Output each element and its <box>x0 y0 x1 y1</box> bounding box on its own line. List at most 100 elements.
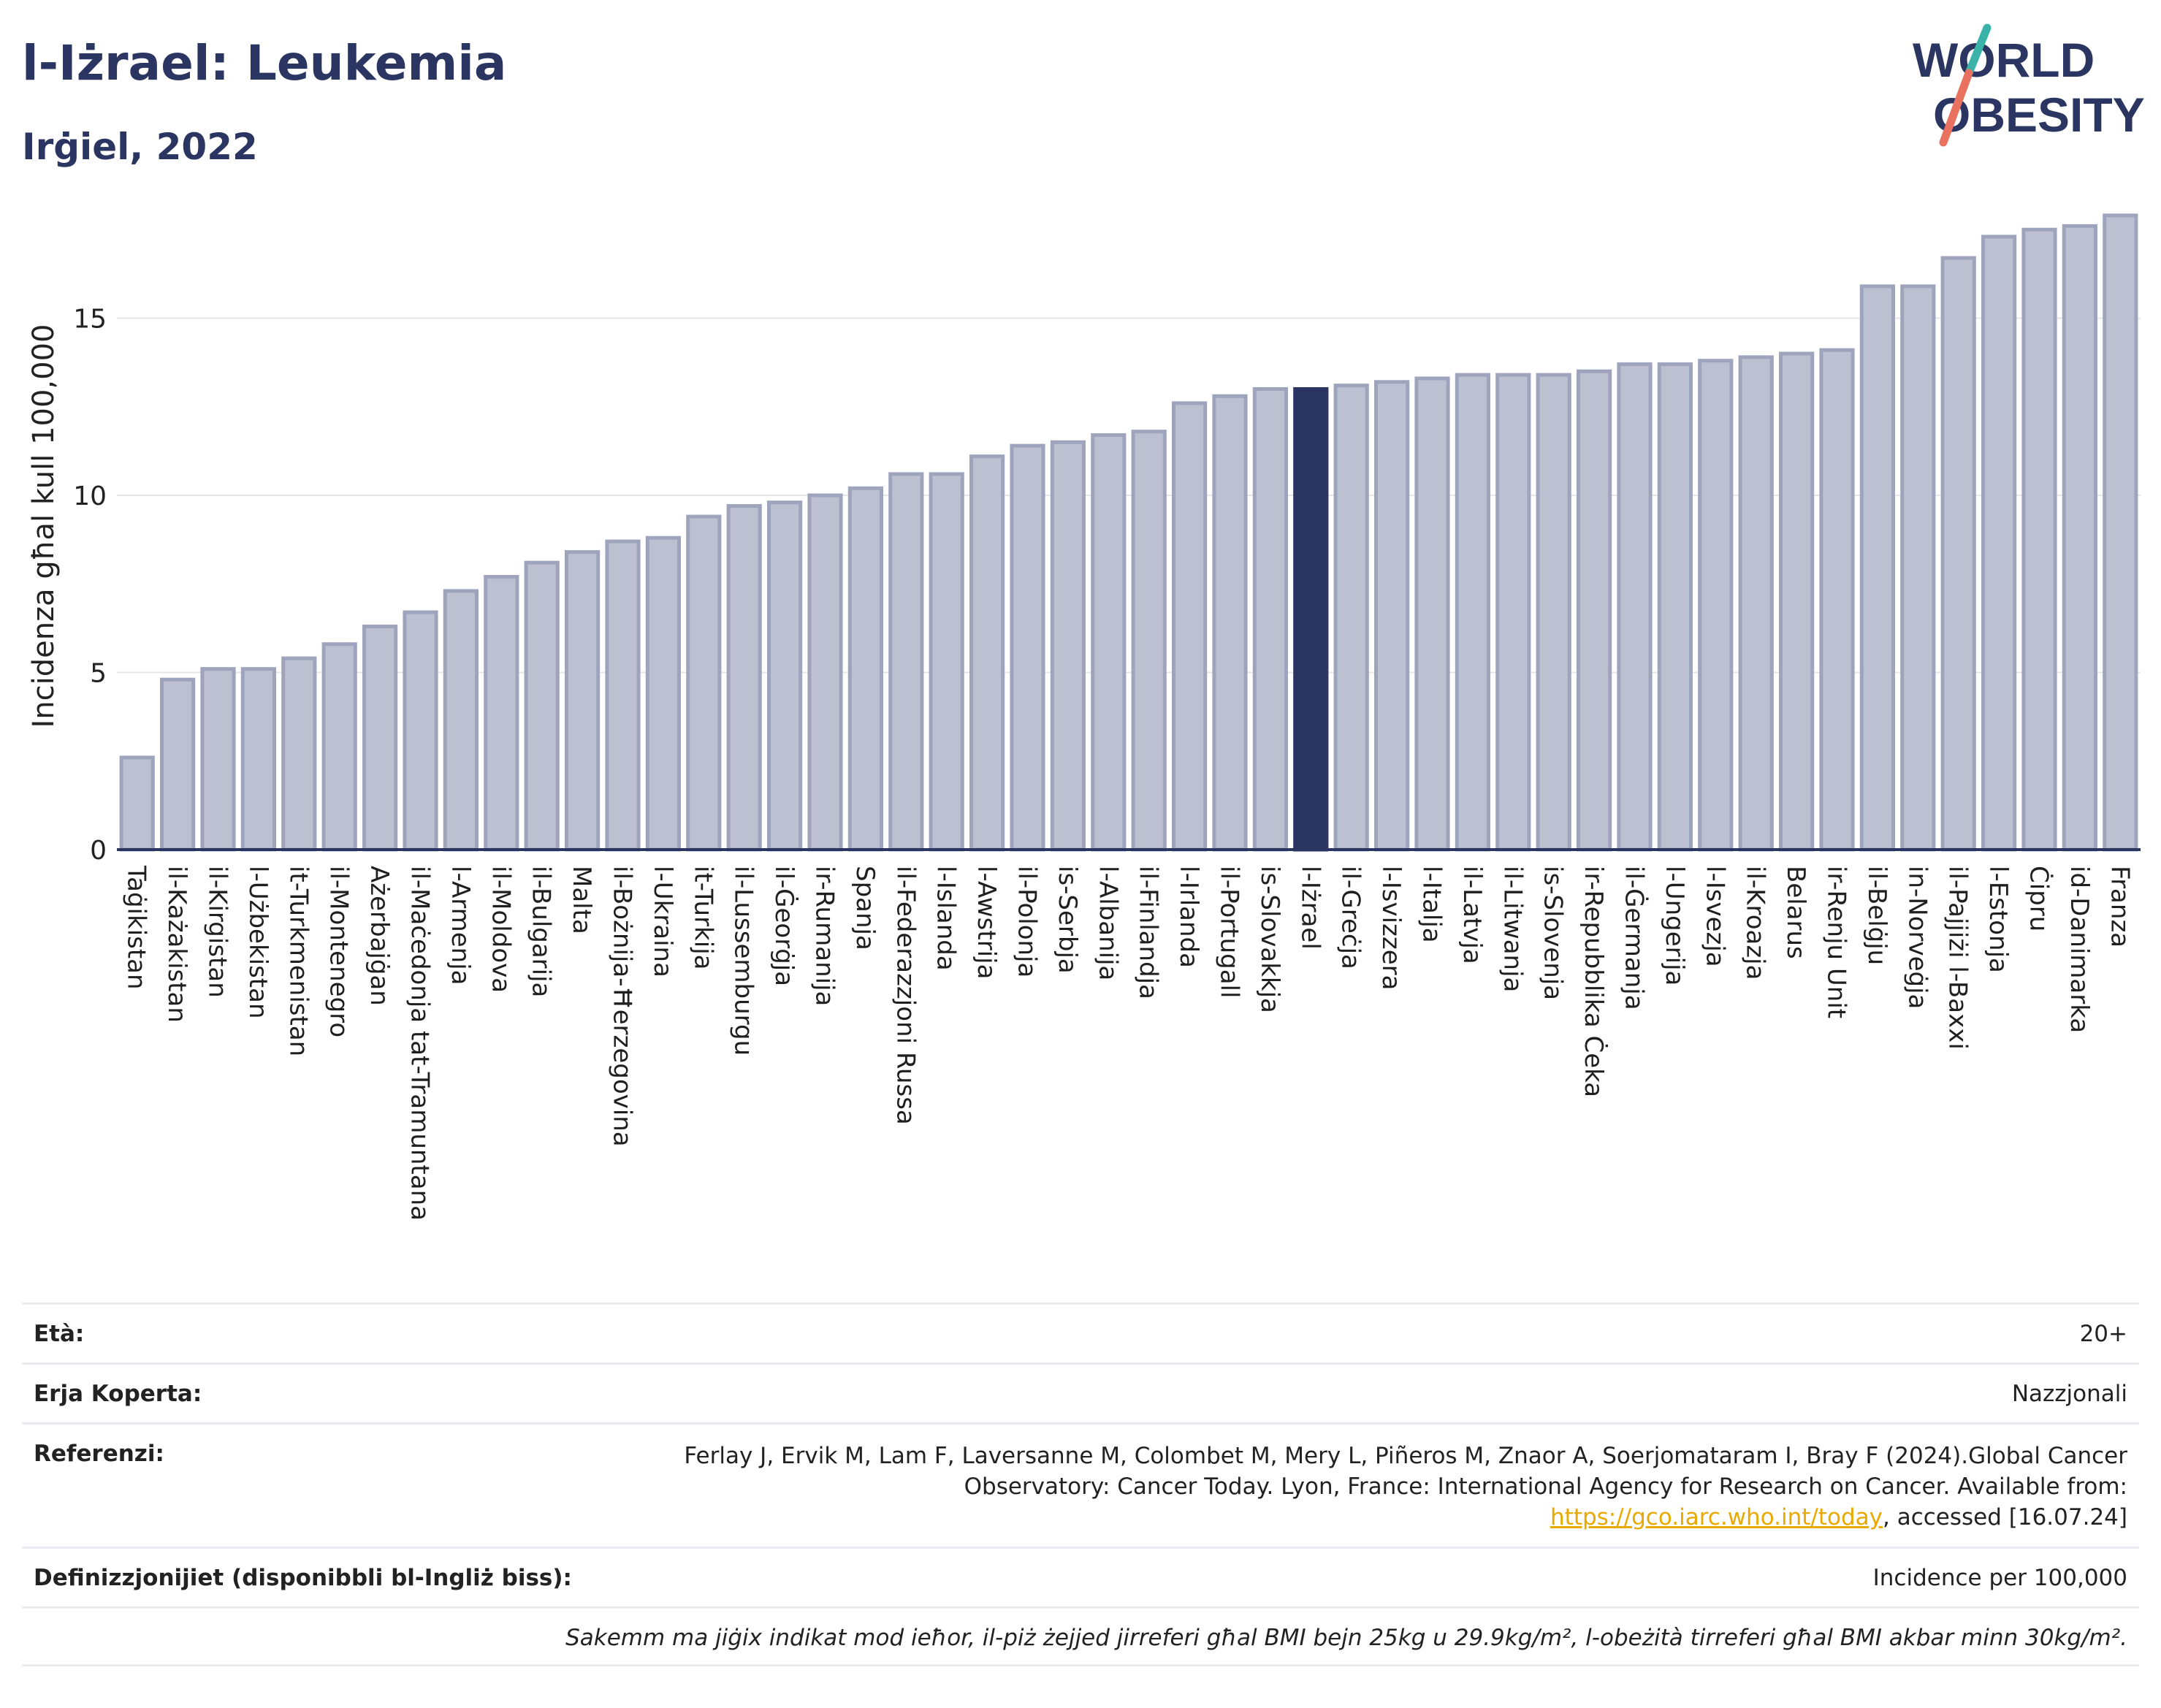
x-tick-label: il-Polonja <box>1013 866 1042 977</box>
bar <box>969 454 1005 852</box>
bar <box>1576 369 1612 852</box>
bar-chart: 0 5 10 15 Taġikistan il-Każakistan il-Kirgista… <box>73 213 2141 1221</box>
bar <box>524 560 560 852</box>
bar <box>281 656 317 852</box>
bar <box>1252 387 1289 852</box>
y-tick-label: 5 <box>90 659 107 689</box>
bar <box>1657 362 1693 852</box>
x-tick-label: il-Każakistan <box>162 866 191 1023</box>
bar <box>605 539 641 852</box>
x-tick-label: in-Norveġja <box>1902 866 1932 1009</box>
x-tick-label: Taġikistan <box>122 865 151 990</box>
x-tick-label: il-Federazzjoni Russa <box>891 866 920 1125</box>
chart-subtitle: Irġiel, 2022 <box>22 126 258 168</box>
x-tick-label: l-Irlanda <box>1174 866 1203 968</box>
x-tick-label: il-Finlandja <box>1134 866 1163 999</box>
x-tick-label: il-Montenegro <box>324 866 354 1037</box>
x-tick-label: il-Bulgarija <box>527 866 556 997</box>
bar <box>686 514 722 852</box>
x-tick-label: Ażerbajġan <box>365 866 394 1006</box>
x-tick-label: l-Isvezja <box>1700 866 1729 967</box>
bar <box>564 550 601 852</box>
x-tick-label: il-Lussemburgu <box>729 866 758 1056</box>
definitions-row: Definizzjonijiet (disponibbli bl-Ingliż … <box>22 1547 2139 1606</box>
x-tick-label: il-Maċedonja tat-Tramuntana <box>405 866 435 1221</box>
y-tick-label: 0 <box>90 836 107 866</box>
references-suffix: , accessed [16.07.24] <box>1882 1504 2127 1530</box>
x-tick-label: is-Slovakkja <box>1255 866 1284 1013</box>
x-tick-label: id-Danimarka <box>2065 866 2094 1033</box>
coverage-label: Erja Koperta: <box>34 1381 202 1407</box>
x-tick-label: ir-Repubblika Ċeka <box>1579 866 1609 1097</box>
coverage-row: Erja Koperta: Nazzjonali <box>22 1362 2139 1422</box>
age-row: Età: 20+ <box>22 1303 2139 1362</box>
bar <box>1010 443 1045 852</box>
x-tick-label: l-Italja <box>1417 866 1447 943</box>
x-tick-label: il-Portugall <box>1215 866 1244 998</box>
bar <box>240 667 277 852</box>
bar <box>1617 362 1653 852</box>
bar <box>1778 351 1815 852</box>
bar <box>1536 373 1571 852</box>
footnote: Sakemm ma jiġix indikat mod ieħor, il-pi… <box>565 1625 2127 1651</box>
bar <box>1373 380 1410 852</box>
references-link[interactable]: https://gco.iarc.who.int/today <box>1550 1504 1883 1530</box>
logo-slash-teal <box>1964 23 1992 77</box>
bar <box>1171 401 1208 852</box>
bar <box>362 624 398 852</box>
bar <box>119 755 155 852</box>
bar <box>807 493 843 852</box>
x-tick-label: il-Pajjiżi l-Baxxi <box>1943 866 1973 1050</box>
bar <box>1698 359 1734 852</box>
bar <box>1293 387 1329 852</box>
bar <box>321 642 357 852</box>
bar <box>847 486 884 852</box>
logo-text-obesity: OBESITY <box>1933 88 2145 142</box>
x-tick-label: l-Estonja <box>1983 866 2013 973</box>
x-tick-label: it-Turkija <box>688 866 717 969</box>
references-text: Ferlay J, Ervik M, Lam F, Laversanne M, … <box>684 1443 2127 1500</box>
y-tick-label: 15 <box>73 305 107 335</box>
bar <box>1900 284 1936 852</box>
x-tick-label: il-Kirgistan <box>203 866 232 998</box>
bar <box>484 575 519 852</box>
x-tick-label: is-Serbja <box>1053 866 1082 974</box>
bar <box>726 504 762 852</box>
definitions-value: Incidence per 100,000 <box>1872 1565 2127 1591</box>
bar <box>929 472 964 852</box>
bar <box>645 535 682 852</box>
x-tick-label: Malta <box>567 866 596 934</box>
references-label: Referenzi: <box>34 1441 164 1467</box>
x-tick-label: il-Ġermanja <box>1620 866 1650 1010</box>
x-tick-label: l-Armenja <box>446 866 475 985</box>
bar <box>766 500 803 852</box>
age-label: Età: <box>34 1321 85 1347</box>
bar <box>1131 430 1167 852</box>
age-value: 20+ <box>2079 1321 2127 1347</box>
x-tick-label: il-Bożnija-Ħerzegovina <box>608 866 637 1147</box>
logo-slash-coral <box>1939 69 1973 147</box>
bar <box>888 472 924 852</box>
x-tick-label: il-Kroazja <box>1741 866 1770 980</box>
bar <box>159 677 196 852</box>
x-tick-label: is-Slovenja <box>1539 866 1568 1000</box>
bar <box>1981 235 2017 852</box>
bar <box>1819 348 1855 852</box>
x-tick-label: Spanja <box>850 866 880 950</box>
chart-title: l-Iżrael: Leukemia <box>22 35 507 91</box>
bar <box>1333 384 1369 852</box>
bar <box>2103 213 2138 852</box>
definitions-label: Definizzjonijiet (disponibbli bl-Ingliż … <box>34 1565 572 1591</box>
bar <box>2021 227 2057 852</box>
bar <box>1050 440 1086 852</box>
x-tick-label: Belarus <box>1781 866 1810 959</box>
x-tick-label: l-Użbekistan <box>243 866 272 1019</box>
bar <box>403 610 438 852</box>
x-tick-label: il-Litwanja <box>1498 866 1527 992</box>
world-obesity-logo: WORLD OBESITY <box>1913 23 2145 147</box>
x-tick-label: l-Awstrija <box>972 866 1001 979</box>
x-tick-label: il-Belġju <box>1862 866 1891 965</box>
references-row: Referenzi: Ferlay J, Ervik M, Lam F, Lav… <box>22 1422 2139 1547</box>
x-tick-label: il-Latvja <box>1457 866 1487 964</box>
bar <box>1091 433 1127 852</box>
